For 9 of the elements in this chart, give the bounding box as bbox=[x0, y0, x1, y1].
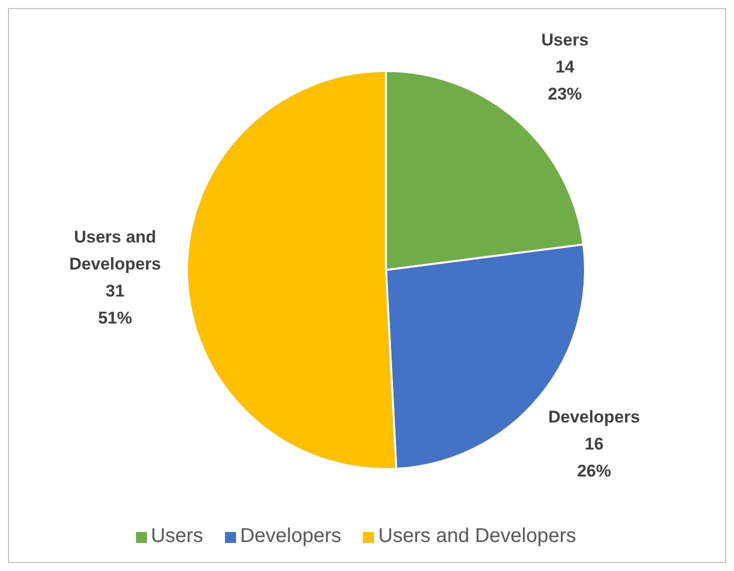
legend-label: Users bbox=[150, 525, 204, 547]
legend-label: Developers bbox=[240, 525, 342, 547]
data-label: 14 23% bbox=[548, 56, 582, 103]
slice-label: Developers bbox=[548, 407, 640, 426]
data-label: 31 51% bbox=[98, 280, 132, 327]
data-label: 16 26% bbox=[577, 434, 612, 480]
legend-label: Users and Developers bbox=[378, 525, 576, 547]
slice-label: Users bbox=[541, 30, 589, 49]
slice-label: Users and Developers bbox=[69, 226, 161, 273]
